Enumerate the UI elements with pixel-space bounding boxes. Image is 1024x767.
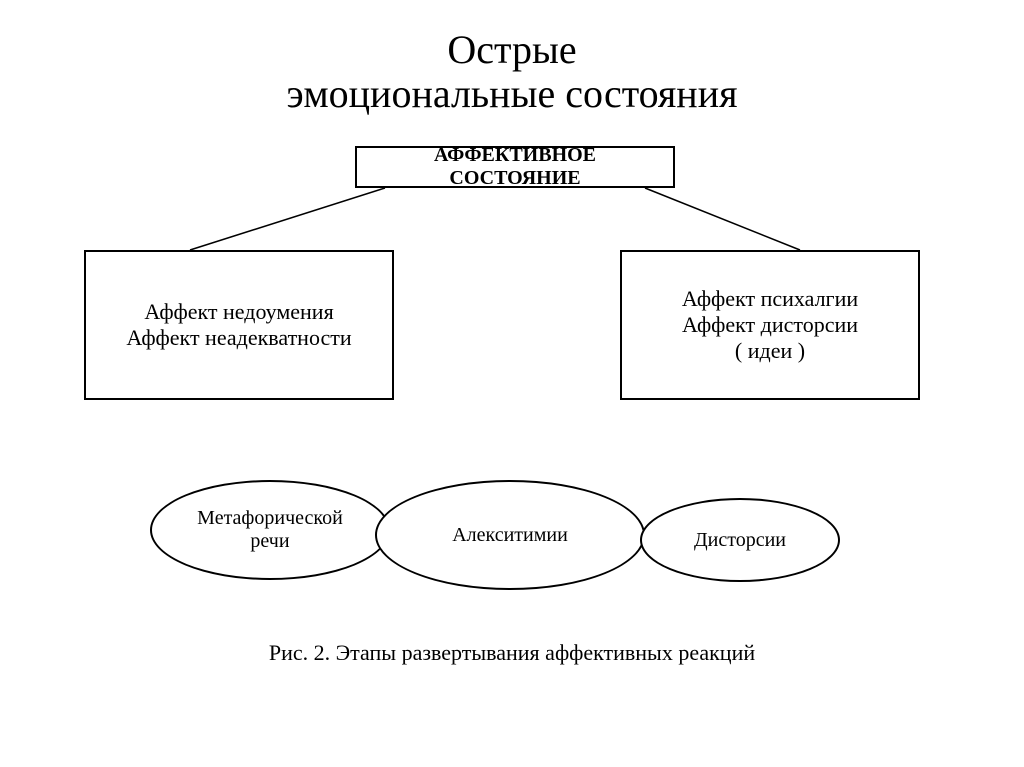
right-box-line-2: Аффект дисторсии [682,312,858,338]
ellipse-metaphor: Метафорической речи [150,480,390,580]
ellipse-metaphor-line-2: речи [197,530,343,553]
left-box: Аффект недоумения Аффект неадекватности [84,250,394,400]
root-box-label: АФФЕКТИВНОЕ СОСТОЯНИЕ [367,144,663,190]
root-box: АФФЕКТИВНОЕ СОСТОЯНИЕ [355,146,675,188]
right-box: Аффект психалгии Аффект дисторсии ( идеи… [620,250,920,400]
title-line-2: эмоциональные состояния [0,72,1024,116]
connector-right [645,188,800,250]
connector-left [190,188,385,250]
ellipse-metaphor-line-1: Метафорической [197,507,343,530]
ellipse-distortion-label: Дисторсии [694,529,786,552]
ellipse-alexithymia-label: Алекситимии [452,524,568,547]
ellipse-distortion: Дисторсии [640,498,840,582]
diagram-canvas: Острые эмоциональные состояния АФФЕКТИВН… [0,0,1024,767]
figure-caption: Рис. 2. Этапы развертывания аффективных … [0,640,1024,666]
left-box-line-1: Аффект недоумения [126,299,351,325]
right-box-line-3: ( идеи ) [682,338,858,364]
right-box-line-1: Аффект психалгии [682,286,858,312]
left-box-line-2: Аффект неадекватности [126,325,351,351]
ellipse-alexithymia: Алекситимии [375,480,645,590]
page-title: Острые эмоциональные состояния [0,28,1024,116]
title-line-1: Острые [0,28,1024,72]
caption-text: Рис. 2. Этапы развертывания аффективных … [269,640,755,665]
